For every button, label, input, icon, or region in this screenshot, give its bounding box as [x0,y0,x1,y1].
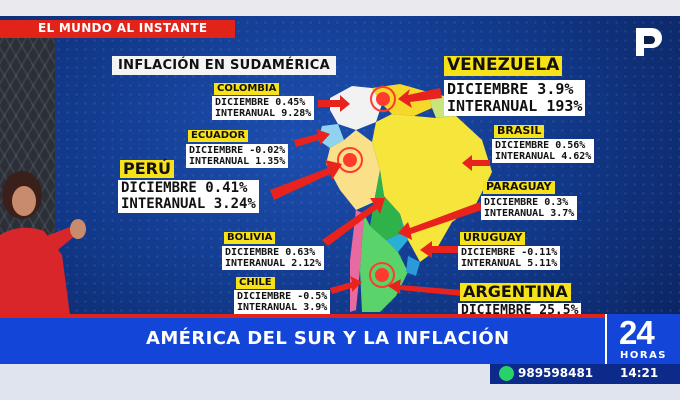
arrow-venezuela [398,88,442,108]
pointer-arrows [270,88,490,296]
presenter-figure [0,171,86,325]
stat-line: INTERANUAL 3.24% [121,195,256,212]
region-brazil [372,114,492,262]
country-tag-uruguay: URUGUAY [460,231,526,245]
stat-line: DICIEMBRE -0.02% [189,145,286,156]
ticker-bar [490,364,680,384]
lower-third-headline: AMÉRICA DEL SUR Y LA INFLACIÓN [146,328,510,349]
region-paraguay [386,214,408,252]
channel-word: HORAS [620,350,668,361]
arrow-ecuador [294,129,330,147]
marker-peru [337,147,363,173]
channel-bug: 24 HORAS [605,314,680,364]
stat-line: DICIEMBRE 0.63% [225,247,316,258]
country-tag-venezuela: VENEZUELA [444,55,563,76]
ticker-phone: 989598481 [518,366,594,380]
stats-peru: DICIEMBRE 0.41% INTERANUAL 3.24% [118,180,259,214]
stats-paraguay: DICIEMBRE 0.3% INTERANUAL 3.7% [481,196,578,221]
stat-line: DICIEMBRE 0.3% [484,197,569,208]
country-tag-brasil: BRASIL [494,124,545,138]
stats-argentina: DICIEMBRE 25.5% [458,303,582,315]
country-tag-colombia: COLOMBIA [214,83,280,95]
arrow-colombia [318,95,350,112]
country-tag-chile: CHILE [236,277,275,289]
stats-brasil: DICIEMBRE 0.56% INTERANUAL 4.62% [492,139,595,164]
stats-uruguay: DICIEMBRE -0.11% INTERANUAL 5.11% [458,246,561,271]
stat-line: INTERANUAL 3.7% [484,208,575,220]
stat-line: DICIEMBRE -0.5% [237,291,328,302]
channel-logo [636,28,662,56]
map-title: INFLACIÓN EN SUDAMÉRICA [112,56,336,75]
stat-line: INTERANUAL 193% [447,96,583,115]
country-tag-bolivia: BOLIVIA [224,232,276,244]
stat-line: INTERANUAL 3.9% [237,302,328,314]
stat-line: INTERANUAL 2.12% [225,258,322,270]
arrow-uruguay [420,241,462,258]
stat-line: DICIEMBRE -0.11% [461,247,558,258]
region-ecuador [318,124,344,148]
arrow-peru [270,160,342,200]
arrow-paraguay [398,202,482,240]
whatsapp-icon [499,366,514,381]
stat-line: INTERANUAL 9.28% [215,108,312,120]
region-uruguay [406,256,420,276]
stat-line: INTERANUAL 1.35% [189,156,286,168]
arrow-chile [330,276,362,294]
stat-line: DICIEMBRE 3.9% [447,80,574,98]
stats-chile: DICIEMBRE -0.5% INTERANUAL 3.9% [234,290,331,314]
region-colombia [330,86,382,130]
lower-third: AMÉRICA DEL SUR Y LA INFLACIÓN [0,314,605,364]
segment-banner: EL MUNDO AL INSTANTE [0,20,235,38]
country-tag-ecuador: ECUADOR [188,130,249,142]
region-peru [326,130,380,210]
ticker-clock: 14:21 [620,366,659,380]
segment-title: EL MUNDO AL INSTANTE [38,21,208,35]
stats-bolivia: DICIEMBRE 0.63% INTERANUAL 2.12% [222,246,325,271]
stat-line: INTERANUAL 4.62% [495,151,592,163]
stat-line: DICIEMBRE 25.5% [461,303,579,315]
stat-line: DICIEMBRE 0.56% [495,140,586,151]
arrow-argentina [388,279,462,296]
stats-venezuela: DICIEMBRE 3.9% INTERANUAL 193% [444,80,586,116]
stat-line: DICIEMBRE 0.45% [215,97,306,108]
lower-third-accent [0,314,605,318]
country-tag-peru: PERÚ [120,159,174,179]
region-bolivia [370,170,404,240]
stats-colombia: DICIEMBRE 0.45% INTERANUAL 9.28% [212,96,315,121]
studio-ceiling [0,0,680,16]
marker-venezuela [370,86,396,112]
stat-line: DICIEMBRE 0.41% [121,180,248,196]
stats-ecuador: DICIEMBRE -0.02% INTERANUAL 1.35% [186,144,289,169]
arrow-brazil [462,155,490,171]
country-tag-argentina: ARGENTINA [460,282,571,302]
country-tag-paraguay: PARAGUAY [483,180,555,194]
marker-argentina [369,262,395,288]
arrow-bolivia [322,198,385,246]
channel-number: 24 [619,314,655,351]
stat-line: INTERANUAL 5.11% [461,258,558,270]
